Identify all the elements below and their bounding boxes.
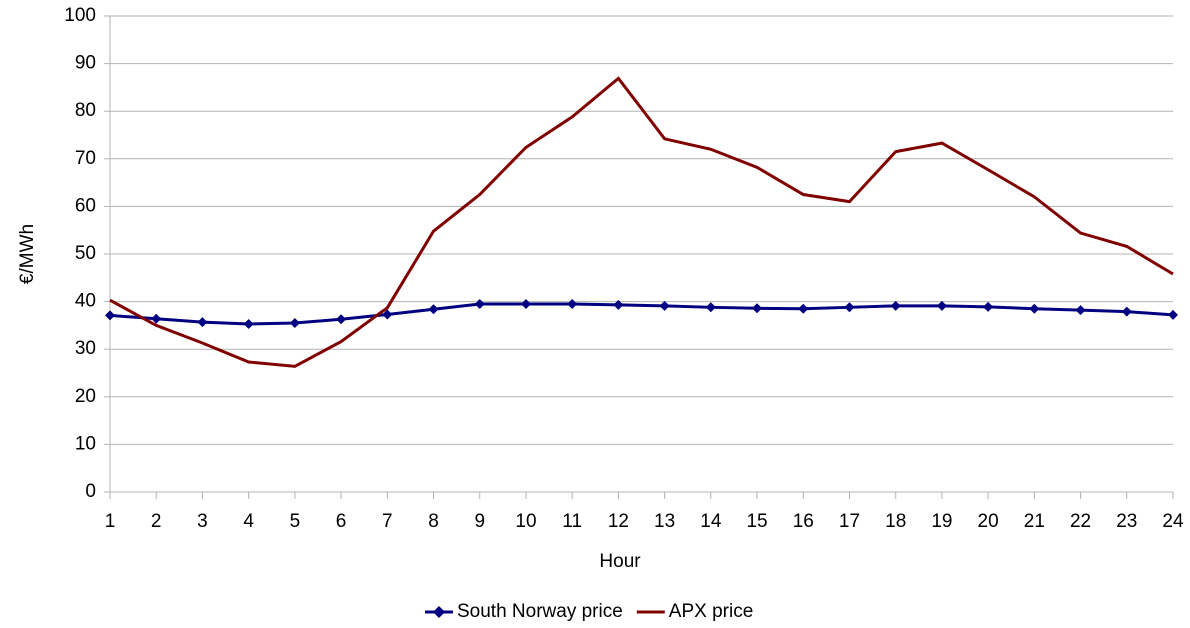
y-axis-label: €/MWh [17,224,38,284]
y-tick-label: 60 [75,195,96,216]
point-marker [705,302,716,313]
x-tick-label: 11 [562,511,582,532]
series-line [109,76,1174,368]
point-marker [983,301,994,312]
x-tick-label: 14 [700,511,722,532]
point-marker [1029,303,1040,314]
x-tick-label: 4 [243,511,254,532]
point-marker [151,313,162,324]
y-tick-label: 70 [75,148,96,169]
x-tick-label: 10 [515,511,536,532]
x-tick-label: 19 [931,511,952,532]
y-tick-label: 0 [85,481,96,502]
x-tick-label: 3 [197,511,208,532]
x-tick-label: 18 [885,511,906,532]
point-marker [474,298,485,309]
x-tick-label: 8 [428,511,439,532]
point-marker [382,309,393,320]
x-tick-label: 1 [105,511,116,532]
x-tick-label: 24 [1162,511,1184,532]
point-marker [798,303,809,314]
point-marker [197,317,208,328]
x-tick-label: 20 [978,511,999,532]
x-tick-label: 22 [1070,511,1091,532]
x-tick-label: 6 [336,511,347,532]
point-marker [428,304,439,315]
x-axis-label: Hour [599,551,641,572]
point-marker [936,300,947,311]
x-tick-label: 13 [654,511,675,532]
legend-marker [433,606,445,618]
point-marker [336,314,347,325]
x-tick-label: 7 [382,511,393,532]
point-marker [613,299,624,310]
y-tick-label: 20 [75,386,96,407]
legend-label: APX price [669,601,753,622]
x-tick-label: 23 [1116,511,1137,532]
point-marker [659,300,670,311]
point-marker [844,302,855,313]
y-tick-label: 90 [75,53,96,74]
series-line [109,302,1174,326]
legend: South Norway price APX price [425,601,753,622]
x-tick-label: 5 [290,511,301,532]
point-marker [289,318,300,329]
y-tick-label: 10 [75,433,96,454]
y-tick-label: 40 [75,291,96,312]
x-tick-label: 16 [793,511,814,532]
x-tick-label: 2 [151,511,162,532]
y-tick-label: 30 [75,338,96,359]
point-marker [1168,309,1178,320]
y-tick-label: 100 [64,5,96,26]
legend-label: South Norway price [457,601,623,622]
point-marker [243,318,254,329]
point-marker [890,300,901,311]
point-marker [567,298,578,309]
x-tick-label: 9 [474,511,485,532]
point-marker [752,303,763,314]
x-tick-label: 15 [746,511,767,532]
x-tick-label: 17 [839,511,860,532]
y-tick-label: 80 [75,100,96,121]
point-marker [1121,306,1132,317]
point-marker [105,310,115,321]
y-tick-label: 50 [75,243,96,264]
point-marker [1075,305,1086,316]
x-tick-label: 12 [608,511,629,532]
point-marker [520,298,531,309]
x-tick-label: 21 [1024,511,1045,532]
